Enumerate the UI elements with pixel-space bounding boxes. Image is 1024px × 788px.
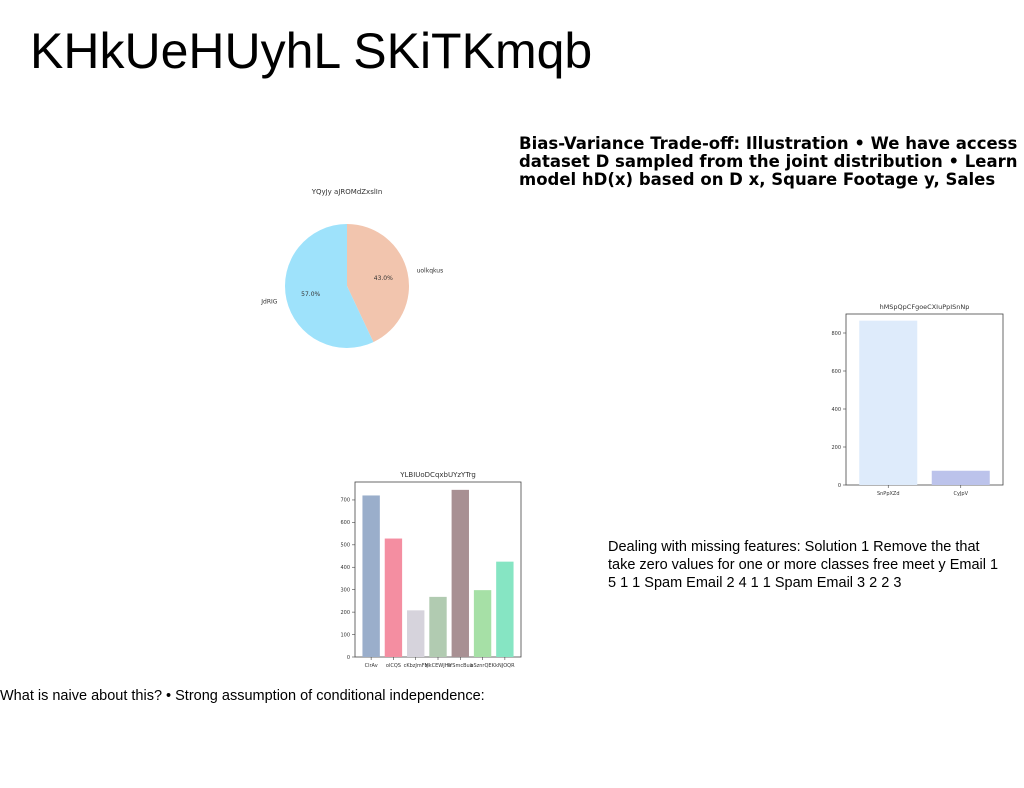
missing-features-text: Dealing with missing features: Solution … xyxy=(608,539,999,591)
pie-value-label: 43.0% xyxy=(374,275,393,282)
x-tick-label: olCQS xyxy=(386,663,401,669)
bar-MkCEWJHe xyxy=(429,596,447,657)
bar-chart-title: hMSpQpCFgoeCXIuPpISnNp xyxy=(880,303,970,311)
bar-SnPpXZd xyxy=(859,320,918,485)
bias-variance-text: Bias-Variance Trade-off: Illustration • … xyxy=(519,134,1018,189)
y-tick-label: 700 xyxy=(340,498,350,504)
y-tick-label: 200 xyxy=(340,610,350,616)
x-tick-label: SnPpXZd xyxy=(877,491,900,497)
x-tick-label: bSznrQEK xyxy=(470,663,495,669)
bar-ClrAv xyxy=(362,495,380,657)
pie-slice-uolkqkus xyxy=(347,224,409,343)
bar-cKbzJmFq xyxy=(407,610,425,657)
y-tick-label: 400 xyxy=(831,407,841,413)
pie-label: uolkqkus xyxy=(417,267,444,274)
naive-text: What is naive about this? • Strong assum… xyxy=(0,688,485,704)
y-tick-label: 0 xyxy=(838,483,841,489)
bar-olCQS xyxy=(384,538,403,657)
y-tick-label: 100 xyxy=(340,632,350,638)
bar-kNJOQR xyxy=(496,561,514,657)
y-tick-label: 200 xyxy=(831,445,841,451)
x-tick-label: ClrAv xyxy=(365,663,378,669)
bar-chart-right: hMSpQpCFgoeCXIuPpISnNp 0 200 400 600 800 SnPpX… xyxy=(831,303,1004,497)
x-tick-label: cKbzJmFq xyxy=(404,663,428,669)
bar-chart-title: YLBIUoDCqxbUYzYTrg xyxy=(399,471,476,479)
x-tick-label: CyJpV xyxy=(953,491,968,497)
y-tick-label: 600 xyxy=(340,520,350,526)
plot-frame xyxy=(845,313,1004,486)
pie-title: YQyJy aJROMdZxslIn xyxy=(311,188,383,196)
y-tick-label: 400 xyxy=(340,565,350,571)
pie-value-label: 57.0% xyxy=(301,291,320,298)
bar-IYSmcBua xyxy=(451,489,469,657)
bar-bSznrQEK xyxy=(473,590,492,657)
pie-chart: YQyJy aJROMdZxslIn 43.0% uolkqkus 57.0% JdRI… xyxy=(260,188,444,348)
bar-CyJpV xyxy=(931,470,990,485)
slide-title: KHkUeHUyhL SKiTKmqb xyxy=(30,23,593,79)
y-tick-label: 500 xyxy=(340,543,350,549)
y-tick-label: 800 xyxy=(831,331,841,337)
x-tick-label: kNJOQR xyxy=(495,663,515,669)
y-tick-label: 0 xyxy=(347,655,350,661)
y-tick-label: 300 xyxy=(340,587,350,593)
pie-label: JdRIG xyxy=(260,299,278,306)
x-tick-label: IYSmcBua xyxy=(448,663,473,669)
bar-chart-left: YLBIUoDCqxbUYzYTrg 0 100 200 300 400 500 600 700… xyxy=(340,471,522,669)
x-tick-label: MkCEWJHe xyxy=(424,663,451,669)
pie-slice-JdRIG xyxy=(285,224,374,348)
y-tick-label: 600 xyxy=(831,369,841,375)
